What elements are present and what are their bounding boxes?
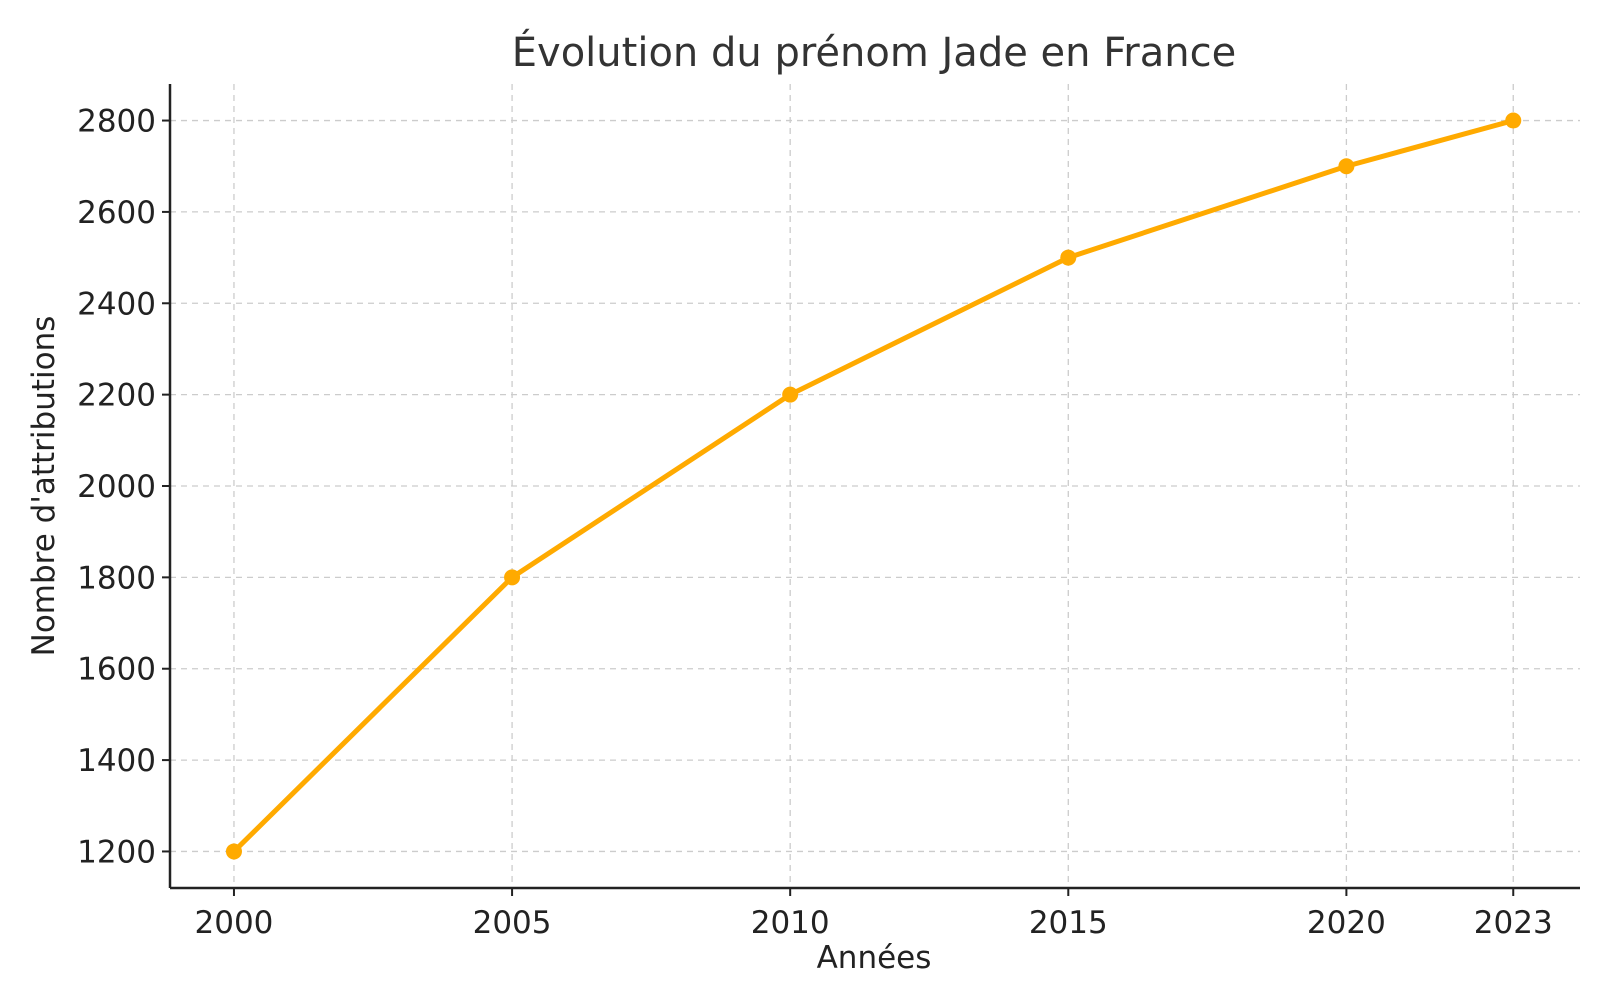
y-tick-label: 2200	[77, 378, 156, 414]
data-point	[504, 569, 521, 586]
data-point	[1338, 158, 1355, 175]
y-ticks: 1200 1400 1600 1800 2000 2200 2400 2600 2800	[77, 104, 170, 870]
y-tick-label: 2000	[77, 469, 156, 505]
x-tick-label: 2023	[1474, 905, 1553, 941]
y-axis-label: Nombre d'attributions	[26, 316, 62, 657]
x-tick-label: 2020	[1307, 905, 1386, 941]
x-axis-label: Années	[817, 940, 932, 976]
y-tick-label: 1800	[77, 560, 156, 596]
x-tick-label: 2010	[751, 905, 830, 941]
y-tick-label: 1400	[77, 743, 156, 779]
data-point	[782, 386, 799, 403]
data-point	[1060, 249, 1077, 266]
x-ticks: 2000 2005 2010 2015 2020 2023	[195, 888, 1553, 941]
y-tick-label: 2400	[77, 286, 156, 322]
grid	[170, 84, 1580, 888]
x-tick-label: 2015	[1029, 905, 1108, 941]
chart-title: Évolution du prénom Jade en France	[512, 28, 1236, 76]
series-group	[225, 112, 1522, 860]
y-tick-label: 2600	[77, 195, 156, 231]
data-point	[1505, 112, 1522, 129]
data-point	[225, 843, 242, 860]
y-tick-label: 2800	[77, 104, 156, 140]
y-tick-label: 1600	[77, 652, 156, 688]
series-line	[231, 118, 1516, 854]
x-tick-label: 2000	[195, 905, 274, 941]
y-tick-label: 1200	[77, 834, 156, 870]
x-tick-label: 2005	[473, 905, 552, 941]
